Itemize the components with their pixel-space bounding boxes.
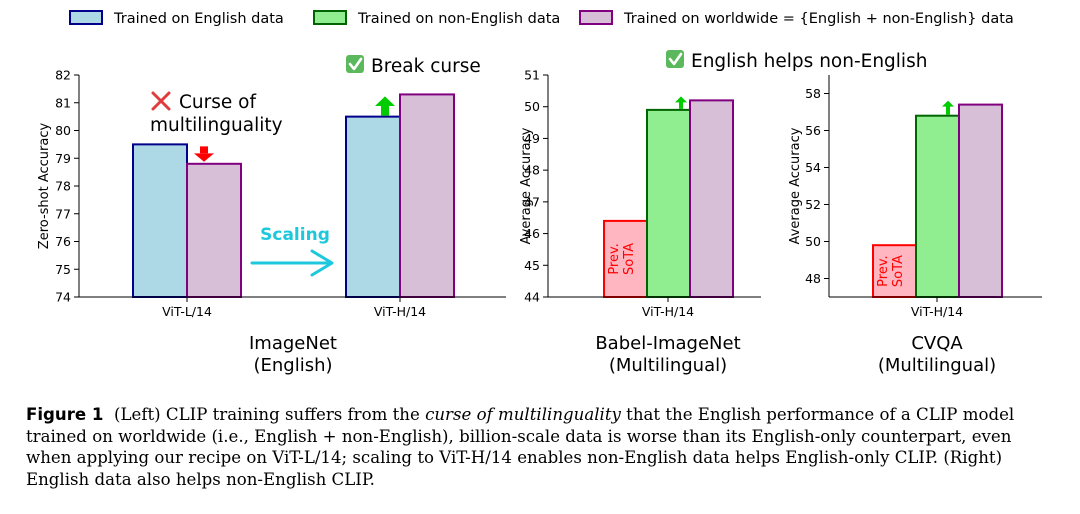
check-mark-helps <box>668 52 683 66</box>
panel2-bar-prev-sota <box>603 219 648 298</box>
panel1-ytick-label: 81 <box>55 95 71 110</box>
cross-icon <box>151 91 171 111</box>
english-helps-annotation: English helps non-English <box>691 51 927 72</box>
figure-caption: Figure 1 (Left) CLIP training suffers fr… <box>26 404 1056 490</box>
panel1-ytick-label: 77 <box>55 206 71 221</box>
panel2-ytick-label: 44 <box>524 290 540 305</box>
panel1-xtick-label: ViT-L/14 <box>162 304 212 319</box>
panel2-title-line-1: Babel-ImageNet <box>595 333 740 354</box>
panel2-ytick-label: 49 <box>524 131 540 146</box>
break-up-arrow-head <box>375 96 395 107</box>
caption-text-1: (Left) CLIP training suffers from the <box>114 405 426 424</box>
panel1-title-line-1: ImageNet <box>249 333 337 354</box>
panel3-up-arrow-shaft <box>946 105 950 115</box>
panel1-title-line-2: (English) <box>253 355 332 376</box>
panel2-bar-worldwide <box>689 99 734 298</box>
break-curse-annotation: Break curse <box>371 56 481 77</box>
panel3-title-line-2: (Multilingual) <box>878 355 996 376</box>
scaling-arrow <box>250 249 334 277</box>
panel3-bar-non-english <box>915 114 960 298</box>
panel2-bar-non-english <box>646 108 691 298</box>
panel1-ytick-label: 75 <box>55 262 71 277</box>
panel2-ytick-label: 45 <box>524 258 540 273</box>
panel3-ytick-label: 50 <box>805 234 821 249</box>
curse-annotation-line-2: multilinguality <box>150 115 283 136</box>
panel3-ytick-label: 58 <box>805 86 821 101</box>
panel1-xtick-label: ViT-H/14 <box>374 304 426 319</box>
panel3-bar-prev-sota <box>872 244 917 298</box>
legend-label-1: Trained on English data <box>113 11 284 27</box>
legend-swatch-1 <box>69 10 103 25</box>
panel3-ytick-label: 56 <box>805 123 821 138</box>
curse-annotation-line-1: Curse of <box>179 92 256 113</box>
panel1-bar-vith-worldwide <box>399 93 455 298</box>
panel1-bar-vitl-english <box>132 143 188 298</box>
panel1-bar-vith-english <box>345 115 401 298</box>
panel3-up-arrow-head <box>942 100 954 107</box>
panel3-y-axis-label: Average Accuracy <box>788 127 803 244</box>
figure-canvas: Trained on English data Trained on non-En… <box>37 10 1042 376</box>
panel2-title-line-2: (Multilingual) <box>609 355 727 376</box>
caption-italic: curse of multilinguality <box>425 405 621 424</box>
break-up-arrow-shaft <box>381 106 389 116</box>
panel1-ytick-label: 79 <box>55 151 71 166</box>
check-mark-break <box>348 57 363 71</box>
panel2-xtick-label: ViT-H/14 <box>642 304 694 319</box>
panel3-title-line-1: CVQA <box>911 333 963 354</box>
panel1-y-axis-label: Zero-shot Accuracy <box>37 123 52 250</box>
panel3-ytick-label: 54 <box>805 160 821 175</box>
caption-text-2: that the English performance of a CLIP m… <box>26 405 1015 489</box>
legend-swatch-3 <box>579 10 613 25</box>
curse-down-arrow-shaft <box>200 146 208 154</box>
panel2-ytick-label: 48 <box>524 163 540 178</box>
panel2-y-axis-label: Average Accuracy <box>519 127 534 244</box>
panel3-xtick-label: ViT-H/14 <box>911 304 963 319</box>
panel2-up-arrow-shaft <box>679 101 683 109</box>
panel1-ytick-label: 76 <box>55 234 71 249</box>
panel2-ytick-label: 51 <box>524 68 540 83</box>
panel2-ytick-label: 47 <box>524 194 540 209</box>
legend-swatch-2 <box>313 10 347 25</box>
panel2-prev-sota-label-2: SoTA <box>622 243 637 275</box>
scaling-label: Scaling <box>260 225 330 245</box>
caption-label: Figure 1 <box>26 405 104 424</box>
panel1-ytick-label: 80 <box>55 123 71 138</box>
panel2-ytick-label: 46 <box>524 226 540 241</box>
panel3-bar-worldwide <box>958 103 1003 298</box>
legend-label-2: Trained on non-English data <box>357 11 560 27</box>
panel2-ytick-label: 50 <box>524 99 540 114</box>
panel3-prev-sota-label-2: SoTA <box>891 255 906 287</box>
panel2-up-arrow-head <box>675 96 687 103</box>
panel3-ytick-label: 52 <box>805 197 821 212</box>
panel2-prev-sota-label-1: Prev. <box>607 243 622 274</box>
curse-down-arrow-head <box>194 153 214 162</box>
panel1-ytick-label: 82 <box>55 68 71 83</box>
panel1-bar-vitl-worldwide <box>186 162 242 298</box>
panel1-ytick-label: 78 <box>55 179 71 194</box>
panel1-ytick-label: 74 <box>55 290 71 305</box>
legend-label-3: Trained on worldwide = {English + non-En… <box>623 11 1014 27</box>
panel3-ytick-label: 48 <box>805 271 821 286</box>
panel3-prev-sota-label-1: Prev. <box>876 255 891 286</box>
